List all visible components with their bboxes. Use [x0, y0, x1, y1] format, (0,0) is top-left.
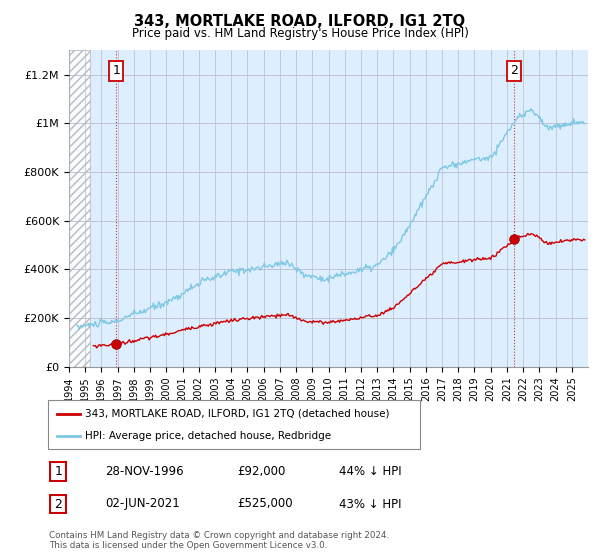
FancyBboxPatch shape	[50, 495, 67, 513]
FancyBboxPatch shape	[48, 400, 420, 449]
Text: 1: 1	[54, 465, 62, 478]
Text: 43% ↓ HPI: 43% ↓ HPI	[339, 497, 401, 511]
Text: 343, MORTLAKE ROAD, ILFORD, IG1 2TQ: 343, MORTLAKE ROAD, ILFORD, IG1 2TQ	[134, 14, 466, 29]
Text: 1: 1	[112, 64, 120, 77]
FancyBboxPatch shape	[50, 463, 67, 480]
Text: Contains HM Land Registry data © Crown copyright and database right 2024.
This d: Contains HM Land Registry data © Crown c…	[49, 531, 389, 550]
Text: 28-NOV-1996: 28-NOV-1996	[105, 465, 184, 478]
Text: 44% ↓ HPI: 44% ↓ HPI	[339, 465, 401, 478]
Text: 2: 2	[54, 497, 62, 511]
Text: HPI: Average price, detached house, Redbridge: HPI: Average price, detached house, Redb…	[85, 431, 331, 441]
Text: £92,000: £92,000	[237, 465, 286, 478]
Text: Price paid vs. HM Land Registry's House Price Index (HPI): Price paid vs. HM Land Registry's House …	[131, 27, 469, 40]
Text: 2: 2	[510, 64, 518, 77]
Text: £525,000: £525,000	[237, 497, 293, 511]
Text: 343, MORTLAKE ROAD, ILFORD, IG1 2TQ (detached house): 343, MORTLAKE ROAD, ILFORD, IG1 2TQ (det…	[85, 409, 390, 419]
Text: 02-JUN-2021: 02-JUN-2021	[105, 497, 180, 511]
